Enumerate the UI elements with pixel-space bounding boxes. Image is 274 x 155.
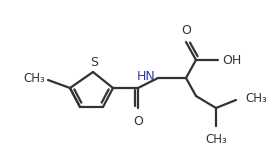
- Text: CH₃: CH₃: [23, 73, 45, 86]
- Text: HN: HN: [137, 71, 156, 84]
- Text: CH₃: CH₃: [245, 93, 267, 106]
- Text: CH₃: CH₃: [205, 133, 227, 146]
- Text: O: O: [133, 115, 143, 128]
- Text: O: O: [181, 24, 191, 37]
- Text: S: S: [90, 56, 98, 69]
- Text: OH: OH: [222, 53, 242, 66]
